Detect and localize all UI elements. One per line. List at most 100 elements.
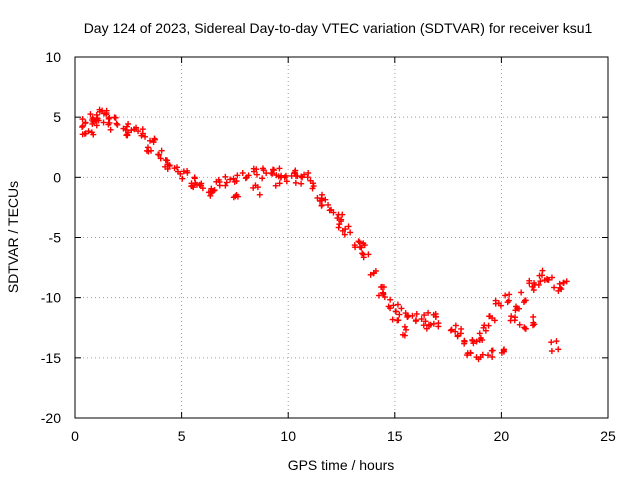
data-point bbox=[164, 161, 171, 168]
chart-title: Day 124 of 2023, Sidereal Day-to-day VTE… bbox=[84, 20, 593, 36]
data-point bbox=[233, 178, 240, 185]
data-point bbox=[539, 272, 546, 279]
data-point bbox=[492, 297, 499, 304]
data-point bbox=[560, 279, 567, 286]
data-point bbox=[107, 126, 114, 133]
data-point bbox=[425, 322, 432, 329]
data-point bbox=[516, 321, 523, 328]
data-point bbox=[452, 322, 459, 329]
data-point bbox=[359, 250, 366, 257]
data-point bbox=[489, 347, 496, 354]
data-point bbox=[403, 326, 410, 333]
data-point bbox=[105, 115, 112, 122]
data-point bbox=[375, 292, 382, 299]
data-point bbox=[272, 182, 279, 189]
data-point bbox=[307, 177, 314, 184]
y-tick-label: -20 bbox=[41, 410, 61, 426]
data-point bbox=[150, 139, 157, 146]
data-point bbox=[543, 275, 550, 282]
data-point bbox=[476, 330, 483, 337]
data-point bbox=[461, 337, 468, 344]
data-point bbox=[89, 120, 96, 127]
x-tick-label: 5 bbox=[178, 428, 186, 444]
data-point bbox=[124, 131, 131, 138]
data-point bbox=[435, 320, 442, 327]
data-point bbox=[242, 175, 249, 182]
data-point bbox=[335, 211, 342, 218]
data-point bbox=[548, 274, 555, 281]
data-point bbox=[87, 111, 94, 118]
data-point bbox=[292, 179, 299, 186]
data-point bbox=[208, 185, 215, 192]
data-point bbox=[276, 165, 283, 172]
data-point bbox=[131, 126, 138, 133]
data-point bbox=[95, 117, 102, 124]
data-point bbox=[535, 281, 542, 288]
x-tick-labels: 0 5 10 15 20 25 bbox=[71, 428, 616, 444]
data-point bbox=[392, 308, 399, 315]
y-tick-label: 5 bbox=[53, 109, 61, 125]
data-point bbox=[421, 312, 428, 319]
data-point bbox=[100, 119, 107, 126]
data-point bbox=[222, 182, 229, 189]
data-point bbox=[314, 194, 321, 201]
data-point bbox=[105, 121, 112, 128]
data-point bbox=[157, 155, 164, 162]
data-point bbox=[142, 133, 149, 140]
data-point bbox=[148, 147, 155, 154]
data-point bbox=[207, 192, 214, 199]
data-point bbox=[335, 224, 342, 231]
data-point bbox=[398, 305, 405, 312]
data-point bbox=[418, 316, 425, 323]
data-point bbox=[245, 172, 252, 179]
data-point bbox=[316, 198, 323, 205]
data-point bbox=[485, 352, 492, 359]
axis-ticks bbox=[74, 56, 609, 419]
x-axis-label: GPS time / hours bbox=[288, 457, 395, 473]
data-point bbox=[361, 242, 368, 249]
data-point bbox=[79, 116, 86, 123]
data-point bbox=[548, 348, 555, 355]
data-point bbox=[283, 178, 290, 185]
data-point bbox=[256, 191, 263, 198]
data-point bbox=[268, 170, 275, 177]
data-point bbox=[305, 169, 312, 176]
data-point bbox=[548, 339, 555, 346]
data-point bbox=[106, 114, 113, 121]
data-point bbox=[192, 180, 199, 187]
data-point bbox=[511, 317, 518, 324]
data-point bbox=[341, 231, 348, 238]
data-point bbox=[162, 156, 169, 163]
x-tick-label: 20 bbox=[494, 428, 510, 444]
data-point bbox=[190, 184, 197, 191]
data-point bbox=[347, 229, 354, 236]
data-point bbox=[222, 173, 229, 180]
data-point bbox=[530, 287, 537, 294]
y-tick-label: 10 bbox=[45, 49, 61, 65]
data-point bbox=[512, 307, 519, 314]
data-point bbox=[551, 284, 558, 291]
data-point bbox=[412, 318, 419, 325]
data-point bbox=[82, 120, 89, 127]
plot-frame bbox=[74, 56, 609, 419]
data-points bbox=[79, 106, 570, 363]
x-tick-label: 15 bbox=[387, 428, 403, 444]
data-point bbox=[88, 129, 95, 136]
data-point bbox=[481, 322, 488, 329]
data-point bbox=[413, 310, 420, 317]
y-tick-label: -5 bbox=[49, 230, 62, 246]
data-point bbox=[425, 309, 432, 316]
data-point bbox=[103, 110, 110, 117]
data-point bbox=[180, 168, 187, 175]
data-point bbox=[475, 356, 482, 363]
data-point bbox=[381, 294, 388, 301]
data-point bbox=[479, 351, 486, 358]
data-point bbox=[518, 289, 525, 296]
data-point bbox=[555, 346, 562, 353]
data-point bbox=[211, 187, 218, 194]
data-point bbox=[123, 123, 130, 130]
data-point bbox=[458, 325, 465, 332]
data-point bbox=[223, 179, 230, 186]
data-point bbox=[380, 289, 387, 296]
data-point bbox=[409, 312, 416, 319]
